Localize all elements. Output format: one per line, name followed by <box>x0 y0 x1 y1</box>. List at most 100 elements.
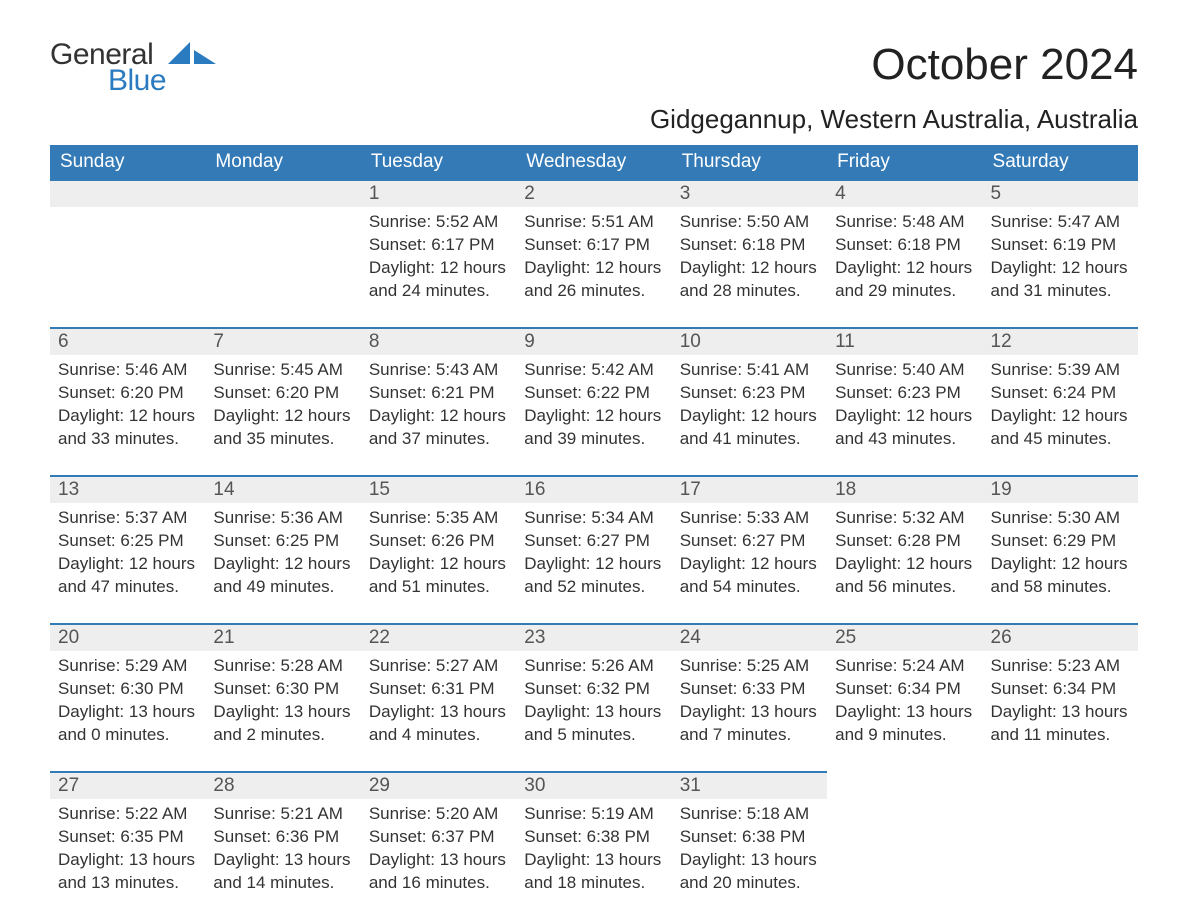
day-sunrise-line: Sunrise: 5:22 AM <box>58 803 197 826</box>
day-body: Sunrise: 5:48 AMSunset: 6:18 PMDaylight:… <box>827 207 982 307</box>
day-d1-line: Daylight: 12 hours <box>991 553 1130 576</box>
day-d1-line: Daylight: 12 hours <box>213 405 352 428</box>
day-d1-line: Daylight: 12 hours <box>991 405 1130 428</box>
day-d2-line: and 24 minutes. <box>369 280 508 303</box>
day-sunset-line: Sunset: 6:18 PM <box>835 234 974 257</box>
day-d1-line: Daylight: 13 hours <box>991 701 1130 724</box>
day-d2-line: and 58 minutes. <box>991 576 1130 599</box>
day-number-bar: 11 <box>827 327 982 355</box>
day-d2-line: and 45 minutes. <box>991 428 1130 451</box>
day-body: Sunrise: 5:52 AMSunset: 6:17 PMDaylight:… <box>361 207 516 307</box>
day-sunset-line: Sunset: 6:18 PM <box>680 234 819 257</box>
day-sunrise-line: Sunrise: 5:25 AM <box>680 655 819 678</box>
calendar-cell: 14Sunrise: 5:36 AMSunset: 6:25 PMDayligh… <box>205 475 360 623</box>
day-body: Sunrise: 5:45 AMSunset: 6:20 PMDaylight:… <box>205 355 360 455</box>
calendar-cell: 18Sunrise: 5:32 AMSunset: 6:28 PMDayligh… <box>827 475 982 623</box>
calendar-cell: 24Sunrise: 5:25 AMSunset: 6:33 PMDayligh… <box>672 623 827 771</box>
page-title: October 2024 <box>871 40 1138 90</box>
day-number-bar: 2 <box>516 179 671 207</box>
day-d2-line: and 9 minutes. <box>835 724 974 747</box>
day-d1-line: Daylight: 12 hours <box>991 257 1130 280</box>
day-body: Sunrise: 5:19 AMSunset: 6:38 PMDaylight:… <box>516 799 671 899</box>
calendar-cell: 3Sunrise: 5:50 AMSunset: 6:18 PMDaylight… <box>672 179 827 327</box>
day-sunrise-line: Sunrise: 5:27 AM <box>369 655 508 678</box>
calendar-cell: 13Sunrise: 5:37 AMSunset: 6:25 PMDayligh… <box>50 475 205 623</box>
day-d1-line: Daylight: 13 hours <box>213 849 352 872</box>
day-sunset-line: Sunset: 6:24 PM <box>991 382 1130 405</box>
header-row: General Blue October 2024 <box>50 40 1138 96</box>
weekday-header: Tuesday <box>361 145 516 179</box>
calendar-cell: 28Sunrise: 5:21 AMSunset: 6:36 PMDayligh… <box>205 771 360 919</box>
day-d1-line: Daylight: 12 hours <box>58 553 197 576</box>
day-d2-line: and 47 minutes. <box>58 576 197 599</box>
day-sunrise-line: Sunrise: 5:28 AM <box>213 655 352 678</box>
calendar-cell: 7Sunrise: 5:45 AMSunset: 6:20 PMDaylight… <box>205 327 360 475</box>
calendar-cell: 12Sunrise: 5:39 AMSunset: 6:24 PMDayligh… <box>983 327 1138 475</box>
day-d2-line: and 35 minutes. <box>213 428 352 451</box>
calendar-week-row: 20Sunrise: 5:29 AMSunset: 6:30 PMDayligh… <box>50 623 1138 771</box>
day-sunset-line: Sunset: 6:20 PM <box>213 382 352 405</box>
day-sunrise-line: Sunrise: 5:41 AM <box>680 359 819 382</box>
day-d2-line: and 14 minutes. <box>213 872 352 895</box>
day-body: Sunrise: 5:33 AMSunset: 6:27 PMDaylight:… <box>672 503 827 603</box>
day-d1-line: Daylight: 13 hours <box>680 701 819 724</box>
day-sunrise-line: Sunrise: 5:21 AM <box>213 803 352 826</box>
day-sunset-line: Sunset: 6:22 PM <box>524 382 663 405</box>
day-sunset-line: Sunset: 6:21 PM <box>369 382 508 405</box>
day-sunset-line: Sunset: 6:36 PM <box>213 826 352 849</box>
day-body: Sunrise: 5:22 AMSunset: 6:35 PMDaylight:… <box>50 799 205 899</box>
day-sunrise-line: Sunrise: 5:40 AM <box>835 359 974 382</box>
day-body: Sunrise: 5:42 AMSunset: 6:22 PMDaylight:… <box>516 355 671 455</box>
day-number-bar: 19 <box>983 475 1138 503</box>
day-sunrise-line: Sunrise: 5:18 AM <box>680 803 819 826</box>
day-d1-line: Daylight: 13 hours <box>680 849 819 872</box>
day-d2-line: and 2 minutes. <box>213 724 352 747</box>
calendar-week-row: 27Sunrise: 5:22 AMSunset: 6:35 PMDayligh… <box>50 771 1138 919</box>
day-sunset-line: Sunset: 6:23 PM <box>680 382 819 405</box>
day-d1-line: Daylight: 13 hours <box>58 701 197 724</box>
day-number-bar: 18 <box>827 475 982 503</box>
day-d2-line: and 52 minutes. <box>524 576 663 599</box>
day-body: Sunrise: 5:29 AMSunset: 6:30 PMDaylight:… <box>50 651 205 751</box>
day-number-bar: 16 <box>516 475 671 503</box>
day-d2-line: and 11 minutes. <box>991 724 1130 747</box>
day-sunset-line: Sunset: 6:25 PM <box>213 530 352 553</box>
day-sunrise-line: Sunrise: 5:46 AM <box>58 359 197 382</box>
day-d2-line: and 41 minutes. <box>680 428 819 451</box>
calendar-cell: 22Sunrise: 5:27 AMSunset: 6:31 PMDayligh… <box>361 623 516 771</box>
logo-sail-icon <box>168 42 218 73</box>
day-d2-line: and 13 minutes. <box>58 872 197 895</box>
day-sunrise-line: Sunrise: 5:33 AM <box>680 507 819 530</box>
calendar-cell: 25Sunrise: 5:24 AMSunset: 6:34 PMDayligh… <box>827 623 982 771</box>
day-body: Sunrise: 5:26 AMSunset: 6:32 PMDaylight:… <box>516 651 671 751</box>
day-sunrise-line: Sunrise: 5:26 AM <box>524 655 663 678</box>
day-d2-line: and 16 minutes. <box>369 872 508 895</box>
day-sunset-line: Sunset: 6:34 PM <box>991 678 1130 701</box>
day-d1-line: Daylight: 13 hours <box>524 701 663 724</box>
calendar-cell: 27Sunrise: 5:22 AMSunset: 6:35 PMDayligh… <box>50 771 205 919</box>
day-sunrise-line: Sunrise: 5:36 AM <box>213 507 352 530</box>
weekday-header: Sunday <box>50 145 205 179</box>
day-sunset-line: Sunset: 6:17 PM <box>369 234 508 257</box>
day-d2-line: and 7 minutes. <box>680 724 819 747</box>
calendar-week-row: 6Sunrise: 5:46 AMSunset: 6:20 PMDaylight… <box>50 327 1138 475</box>
day-body: Sunrise: 5:27 AMSunset: 6:31 PMDaylight:… <box>361 651 516 751</box>
day-d2-line: and 51 minutes. <box>369 576 508 599</box>
day-body: Sunrise: 5:43 AMSunset: 6:21 PMDaylight:… <box>361 355 516 455</box>
weekday-header: Friday <box>827 145 982 179</box>
day-d2-line: and 20 minutes. <box>680 872 819 895</box>
day-body: Sunrise: 5:30 AMSunset: 6:29 PMDaylight:… <box>983 503 1138 603</box>
day-sunset-line: Sunset: 6:23 PM <box>835 382 974 405</box>
day-body: Sunrise: 5:25 AMSunset: 6:33 PMDaylight:… <box>672 651 827 751</box>
day-d2-line: and 56 minutes. <box>835 576 974 599</box>
day-sunset-line: Sunset: 6:27 PM <box>524 530 663 553</box>
day-sunrise-line: Sunrise: 5:19 AM <box>524 803 663 826</box>
calendar-cell: 31Sunrise: 5:18 AMSunset: 6:38 PMDayligh… <box>672 771 827 919</box>
calendar-table: SundayMondayTuesdayWednesdayThursdayFrid… <box>50 145 1138 919</box>
calendar-cell <box>827 771 982 919</box>
day-d1-line: Daylight: 12 hours <box>58 405 197 428</box>
day-d1-line: Daylight: 12 hours <box>835 405 974 428</box>
day-number-bar: 24 <box>672 623 827 651</box>
day-sunrise-line: Sunrise: 5:37 AM <box>58 507 197 530</box>
day-d1-line: Daylight: 13 hours <box>369 701 508 724</box>
